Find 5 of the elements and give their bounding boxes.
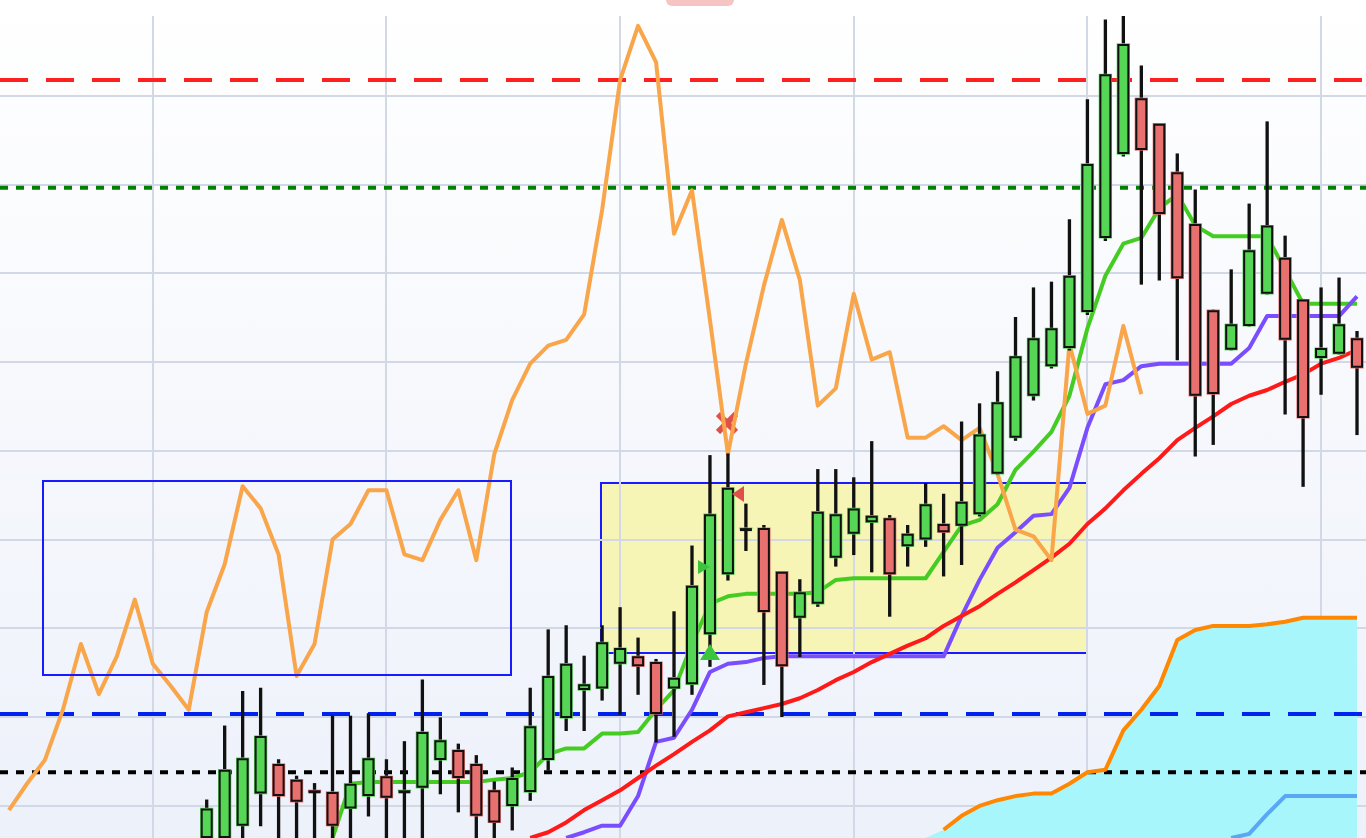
candlestick <box>613 607 627 715</box>
candlestick <box>631 637 645 695</box>
candlestick <box>667 611 681 737</box>
candlestick <box>577 655 591 731</box>
candlestick <box>1314 287 1328 395</box>
